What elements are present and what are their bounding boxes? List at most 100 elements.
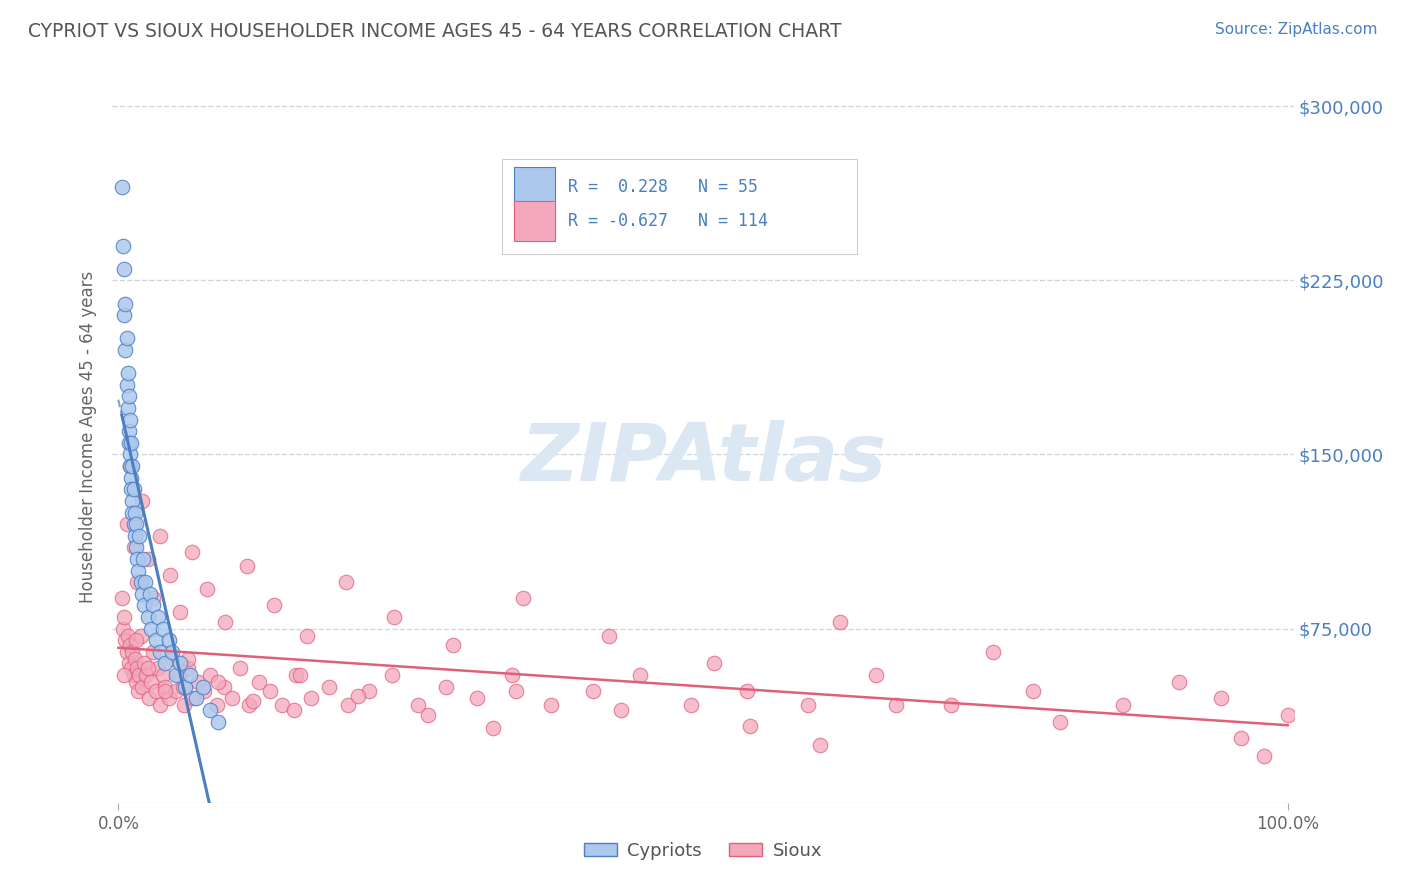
Point <box>865 668 887 682</box>
Point <box>120 436 142 450</box>
Point <box>132 552 155 566</box>
Point <box>212 680 235 694</box>
Y-axis label: Householder Income Ages 45 - 64 years: Householder Income Ages 45 - 64 years <box>79 271 97 603</box>
Point <box>191 680 214 694</box>
Point <box>628 668 651 682</box>
Point <box>136 552 159 566</box>
Point <box>111 180 134 194</box>
Point <box>159 568 181 582</box>
Point <box>259 684 281 698</box>
Point <box>205 698 228 713</box>
Point <box>184 691 207 706</box>
Point <box>195 582 218 597</box>
Point <box>441 638 464 652</box>
Point <box>1022 684 1045 698</box>
Point <box>131 587 153 601</box>
Point <box>797 698 820 713</box>
Point <box>173 698 195 713</box>
Point <box>288 668 311 682</box>
Point <box>146 661 169 675</box>
Point <box>124 529 146 543</box>
Point <box>285 668 308 682</box>
Point <box>181 545 204 559</box>
Point <box>118 459 141 474</box>
FancyBboxPatch shape <box>515 202 555 242</box>
Point <box>299 691 322 706</box>
Point <box>1209 691 1232 706</box>
Point <box>157 691 180 706</box>
Point <box>118 448 141 462</box>
Point <box>160 645 183 659</box>
Point <box>247 675 270 690</box>
Point <box>335 575 357 590</box>
Point <box>1167 675 1189 690</box>
Point <box>115 645 138 659</box>
Point <box>142 591 165 606</box>
Point <box>114 633 136 648</box>
Point <box>939 698 962 713</box>
Point <box>132 657 155 671</box>
Point <box>125 661 148 675</box>
Point <box>125 541 148 555</box>
Point <box>134 575 156 590</box>
Point <box>501 668 523 682</box>
Point <box>135 668 157 682</box>
Point <box>145 633 167 648</box>
Point <box>121 645 143 659</box>
Point <box>118 638 141 652</box>
Point <box>187 675 209 690</box>
Point <box>406 698 429 713</box>
Point <box>111 591 134 606</box>
Point <box>142 599 165 613</box>
Point <box>512 591 534 606</box>
Point <box>131 680 153 694</box>
Point <box>128 529 150 543</box>
Point <box>357 684 380 698</box>
Text: R = -0.627   N = 114: R = -0.627 N = 114 <box>568 212 768 230</box>
Point <box>127 684 149 698</box>
Point <box>125 517 148 532</box>
Point <box>129 575 152 590</box>
Point <box>112 668 135 682</box>
Point <box>127 564 149 578</box>
Point <box>702 657 724 671</box>
Point <box>117 401 139 415</box>
Point <box>177 661 200 675</box>
Point <box>125 575 148 590</box>
Legend: Cypriots, Sioux: Cypriots, Sioux <box>576 835 830 867</box>
Point <box>540 698 562 713</box>
Point <box>149 529 172 543</box>
Point <box>124 652 146 666</box>
Point <box>214 615 236 629</box>
Point <box>112 610 135 624</box>
Point <box>382 610 405 624</box>
Point <box>125 675 148 690</box>
Point <box>582 684 605 698</box>
Point <box>172 680 194 694</box>
Text: Source: ZipAtlas.com: Source: ZipAtlas.com <box>1215 22 1378 37</box>
Point <box>117 366 139 380</box>
Point <box>111 238 134 252</box>
Point <box>242 693 264 707</box>
Point <box>198 703 221 717</box>
Point <box>118 459 141 474</box>
Point <box>229 661 252 675</box>
Point <box>139 675 162 690</box>
Point <box>271 698 294 713</box>
Point <box>808 738 831 752</box>
Point <box>114 343 136 357</box>
Point <box>167 668 190 682</box>
Point <box>295 629 318 643</box>
Point <box>737 684 759 698</box>
Point <box>136 661 159 675</box>
Point <box>318 680 340 694</box>
Point <box>884 698 907 713</box>
Point <box>138 691 160 706</box>
Point <box>738 719 761 733</box>
Point <box>118 436 141 450</box>
Point <box>118 412 141 426</box>
Point <box>174 680 197 694</box>
Point <box>336 698 359 713</box>
Point <box>131 494 153 508</box>
Point <box>418 707 440 722</box>
